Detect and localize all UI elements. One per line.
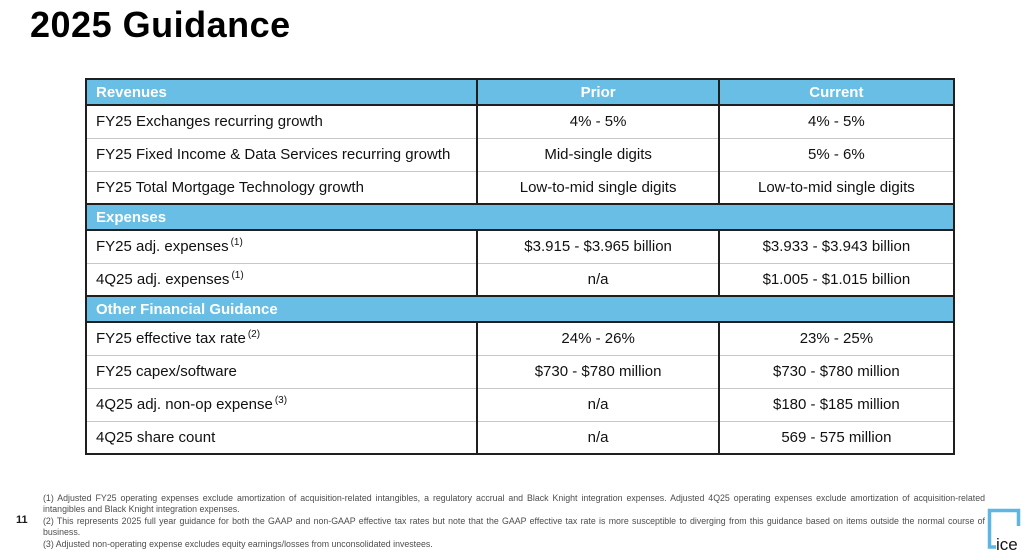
current-value-cell: 569 - 575 million [717,420,954,454]
row-label: 4Q25 share count [96,428,216,446]
current-value-cell: 4% - 5% [717,104,954,138]
prior-value-cell: Low-to-mid single digits [476,170,719,204]
section-header-row: Other Financial Guidance [86,295,954,323]
column-header-prior: Prior [476,78,719,106]
table-row: FY25 capex/software $730 - $780 million … [86,354,954,388]
current-value-cell: Low-to-mid single digits [717,170,954,204]
current-value-cell: 23% - 25% [717,321,954,355]
row-label: 4Q25 adj. non-op expense [96,396,273,413]
row-label-cell: 4Q25 adj. non-op expense (3) [86,387,478,421]
page-number: 11 [16,514,28,526]
current-value-cell: $1.005 - $1.015 billion [717,262,954,296]
prior-value-cell: $730 - $780 million [476,354,719,388]
row-label: 4Q25 adj. expenses [96,270,230,288]
ice-logo: ice [987,508,1021,554]
row-label-cell: FY25 capex/software [86,354,478,388]
footnote-ref: (1) [231,269,244,281]
ice-logo-bracket-icon [987,508,1021,549]
prior-value-cell: Mid-single digits [476,137,719,171]
section-header-row: Expenses [86,203,954,231]
prior-value-cell: 4% - 5% [476,104,719,138]
row-label-cell: FY25 Exchanges recurring growth [86,104,478,138]
row-label-cell: FY25 adj. expenses (1) [86,229,478,263]
current-value-cell: $3.933 - $3.943 billion [717,229,954,263]
footnote-1: (1) Adjusted FY25 operating expenses exc… [43,493,985,515]
footnote-2: (2) This represents 2025 full year guida… [43,515,985,538]
current-value-cell: $730 - $780 million [717,354,954,388]
row-label: FY25 Fixed Income & Data Services recurr… [96,146,451,163]
section-header-expenses: Expenses [86,203,954,231]
footnotes-block: (1) Adjusted FY25 operating expenses exc… [43,493,985,550]
prior-value-cell: n/a [476,262,719,296]
section-header-revenues: Revenues [86,78,478,106]
row-label-cell: 4Q25 share count [86,420,478,454]
row-label: FY25 Total Mortgage Technology growth [96,178,364,196]
table-row: 4Q25 share count n/a 569 - 575 million [86,420,954,454]
row-label-cell: 4Q25 adj. expenses (1) [86,262,478,296]
footnote-ref: (3) [274,395,288,406]
table-row: FY25 adj. expenses (1) $3.915 - $3.965 bi… [86,229,954,263]
footnote-ref: (2) [247,329,261,341]
current-value-cell: 5% - 6% [717,137,954,171]
prior-value-cell: 24% - 26% [476,321,719,355]
prior-value-cell: n/a [476,420,719,454]
column-header-current: Current [717,78,954,106]
section-header-other-financial-guidance: Other Financial Guidance [86,295,954,323]
prior-value-cell: $3.915 - $3.965 billion [476,229,719,263]
table-row: FY25 effective tax rate (2) 24% - 26% 23%… [86,321,954,355]
footnote-ref: (1) [230,237,243,249]
table-header-row: Revenues Prior Current [86,78,954,106]
row-label-cell: FY25 Total Mortgage Technology growth [86,170,478,204]
ice-logo-text: ice [996,535,1018,554]
row-label: FY25 capex/software [96,363,237,380]
table-row: 4Q25 adj. non-op expense (3) n/a $180 - $… [86,387,954,421]
footnote-3: (3) Adjusted non-operating expense exclu… [43,538,433,549]
table-row: FY25 Fixed Income & Data Services recurr… [86,137,954,171]
row-label-cell: FY25 effective tax rate (2) [86,321,478,355]
table-row: FY25 Exchanges recurring growth 4% - 5% … [86,104,954,138]
row-label: FY25 Exchanges recurring growth [96,113,323,131]
prior-value-cell: n/a [476,387,719,421]
current-value-cell: $180 - $185 million [717,387,954,421]
row-label: FY25 effective tax rate [96,330,246,348]
row-label-cell: FY25 Fixed Income & Data Services recurr… [86,137,478,171]
row-label: FY25 adj. expenses [96,238,229,256]
page-title: 2025 Guidance [30,4,291,45]
table-row: 4Q25 adj. expenses (1) n/a $1.005 - $1.01… [86,262,954,296]
table-row: FY25 Total Mortgage Technology growth Lo… [86,170,954,204]
guidance-table: Revenues Prior Current FY25 Exchanges re… [85,78,955,455]
